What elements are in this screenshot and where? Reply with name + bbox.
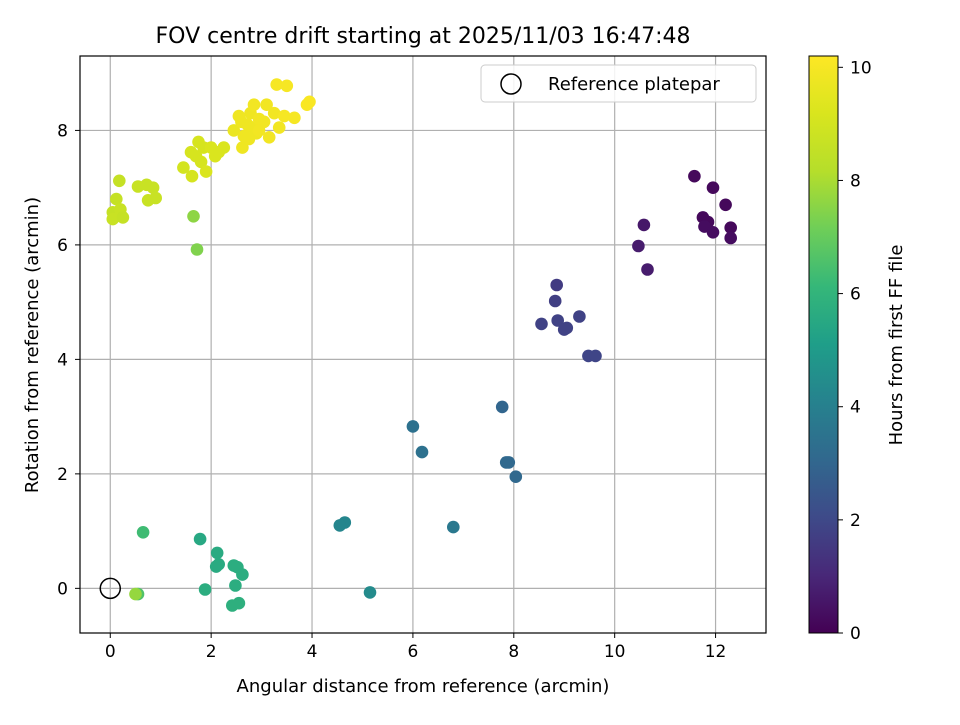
data-point [210,546,224,560]
data-point [236,141,249,154]
plot-frame [79,55,767,634]
x-axis-label: Angular distance from reference (arcmin) [237,676,610,697]
colorbar-ticks: 0 2 4 6 8 10 [838,58,872,644]
data-point [706,226,720,239]
colorbar-tick-label: 0 [850,624,861,644]
data-point [589,349,602,363]
data-point [557,323,571,336]
data-point [177,161,190,174]
data-point [193,532,207,546]
data-point [719,198,732,212]
colorbar-tick-label: 2 [850,511,861,531]
data-point [198,583,212,596]
y-tick-label: 0 [57,579,68,599]
data-point [724,231,737,245]
data-point [270,78,284,91]
y-tick-label: 6 [57,236,68,256]
data-point [209,560,223,573]
data-point [194,155,208,169]
data-point [637,218,651,232]
y-tick-label: 4 [57,350,68,370]
data-point [227,124,241,137]
colorbar: 0 2 4 6 8 10 Hours from first FF file [808,55,907,644]
x-tick-label: 0 [105,642,116,662]
data-point [247,98,261,111]
x-tick-label: 2 [206,642,217,662]
data-point [136,526,150,539]
data-point [688,169,701,183]
data-point [303,95,316,109]
x-tick-label: 6 [407,642,418,662]
legend-reference-marker [500,73,522,95]
y-tick-label: 8 [57,121,68,141]
colorbar-gradient [809,56,838,633]
data-point [129,587,142,601]
data-point [632,239,645,253]
data-point [641,263,654,276]
data-point [146,181,160,194]
reference-point-marker [99,577,122,600]
data-point [288,111,301,125]
colorbar-tick-label: 6 [850,285,861,305]
legend: Reference platepar [480,64,757,103]
grid [80,56,766,633]
data-point [363,586,377,599]
data-point [116,211,130,224]
data-point [185,169,199,183]
chart-title: FOV centre drift starting at 2025/11/03 … [156,24,691,49]
data-point [262,131,276,144]
data-point [706,181,720,194]
colorbar-tick-label: 4 [850,398,861,418]
data-point [502,456,516,469]
data-point [110,192,123,206]
data-point [252,124,266,137]
data-point [333,519,347,532]
data-point [106,212,120,226]
data-point [187,210,200,223]
colorbar-label: Hours from first FF file [886,245,907,446]
data-point [550,278,563,292]
x-tick-label: 4 [307,642,318,662]
y-axis: 0 2 4 6 8 [57,121,80,599]
legend-label: Reference platepar [548,74,720,95]
data-point [447,520,460,534]
data-point [236,568,249,581]
data-point [406,420,420,433]
data-point [278,109,291,123]
x-tick-label: 12 [705,642,727,662]
colorbar-tick-label: 8 [850,171,861,191]
data-point [272,121,286,134]
legend-box [480,64,757,103]
data-point [548,294,562,308]
data-point [495,400,509,414]
reference-layer [99,577,122,600]
data-point [242,132,256,146]
data-point [217,141,231,154]
y-tick-label: 2 [57,465,68,485]
y-axis-label: Rotation from reference (arcmin) [22,197,43,493]
data-point [149,191,162,205]
data-point [190,243,204,256]
data-point [509,470,523,484]
data-point [113,174,126,188]
data-point [415,445,429,459]
data-point [267,106,281,120]
data-point [551,314,564,327]
x-tick-label: 8 [508,642,519,662]
data-point [260,98,273,111]
data-point [199,165,213,178]
x-tick-label: 10 [604,642,626,662]
data-point [724,221,737,234]
data-point [232,596,246,610]
data-point [573,310,586,323]
data-point [535,317,548,331]
x-axis: 0 2 4 6 8 10 12 [105,633,727,662]
data-points [106,78,737,612]
colorbar-frame [808,55,839,634]
colorbar-tick-label: 10 [850,58,872,78]
data-point [280,79,294,93]
data-point [229,579,242,592]
